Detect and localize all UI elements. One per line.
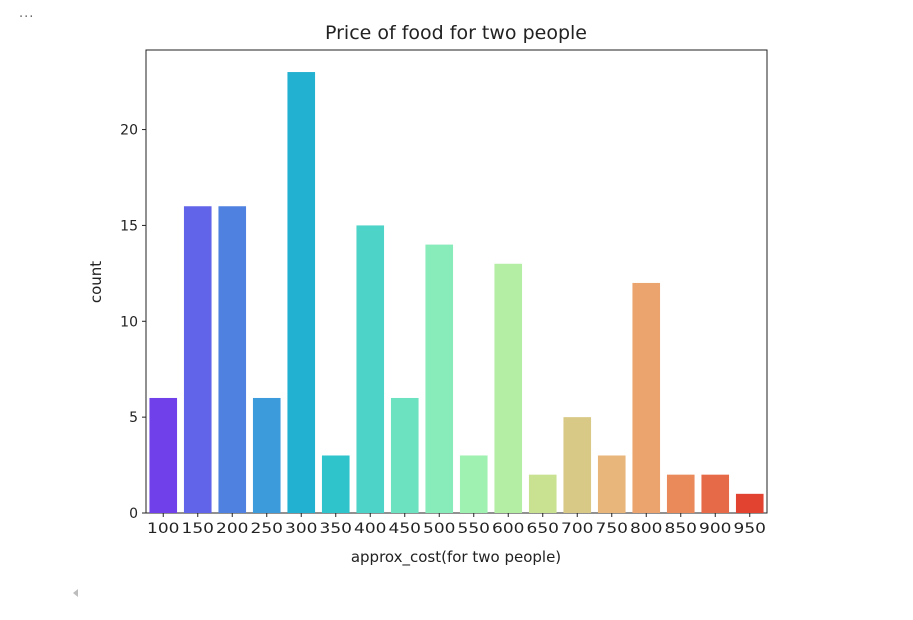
x-tick-label-100: 100 xyxy=(147,521,179,537)
bar-950 xyxy=(735,493,764,513)
x-tick-label-650: 650 xyxy=(527,521,559,537)
y-axis-label: count xyxy=(87,261,105,303)
x-tick-label-150: 150 xyxy=(182,521,214,537)
x-axis-label: approx_cost(for two people) xyxy=(351,548,561,567)
x-tick-label-950: 950 xyxy=(734,521,766,537)
cell-collapse-ellipsis[interactable]: ... xyxy=(19,6,35,21)
bar-850 xyxy=(666,474,695,513)
x-tick-label-250: 250 xyxy=(251,521,283,537)
chart-title: Price of food for two people xyxy=(325,22,587,44)
plot-area-frame xyxy=(145,49,768,514)
bar-650 xyxy=(528,474,557,513)
bar-200 xyxy=(218,206,247,513)
x-tick-label-750: 750 xyxy=(596,521,628,537)
x-tick-label-800: 800 xyxy=(630,521,662,537)
x-tick-label-300: 300 xyxy=(285,521,317,537)
x-tick-label-900: 900 xyxy=(699,521,731,537)
bar-400 xyxy=(356,225,385,513)
bar-500 xyxy=(425,244,454,513)
x-tick-label-700: 700 xyxy=(561,521,593,537)
x-tick-label-500: 500 xyxy=(423,521,455,537)
y-tick-label-5: 5 xyxy=(129,410,138,426)
x-axis-ticks: 100 150 200 250 300 350 400 450 500 550 600 650 700 7… xyxy=(147,513,766,537)
bars-group xyxy=(149,72,764,514)
y-tick-label-20: 20 xyxy=(120,123,138,139)
y-tick-label-15: 15 xyxy=(120,218,138,234)
bar-800 xyxy=(632,282,661,513)
bar-700 xyxy=(563,417,592,513)
x-tick-label-850: 850 xyxy=(665,521,697,537)
bar-600 xyxy=(494,263,523,513)
y-axis-ticks: 0 5 10 15 20 xyxy=(120,123,146,522)
x-tick-label-550: 550 xyxy=(458,521,490,537)
bar-900 xyxy=(701,474,730,513)
bar-550 xyxy=(459,455,488,513)
y-tick-label-10: 10 xyxy=(120,314,138,330)
x-tick-label-200: 200 xyxy=(216,521,248,537)
x-tick-label-450: 450 xyxy=(389,521,421,537)
scroll-left-arrow-icon[interactable] xyxy=(73,589,78,597)
bar-100 xyxy=(149,397,178,513)
x-tick-label-350: 350 xyxy=(320,521,352,537)
bar-300 xyxy=(287,72,316,514)
x-tick-label-600: 600 xyxy=(492,521,524,537)
bar-250 xyxy=(252,397,281,513)
bar-750 xyxy=(597,455,626,513)
bar-450 xyxy=(390,397,419,513)
bar-350 xyxy=(321,455,350,513)
x-tick-label-400: 400 xyxy=(354,521,386,537)
y-tick-label-0: 0 xyxy=(129,506,138,522)
bar-150 xyxy=(183,206,212,513)
